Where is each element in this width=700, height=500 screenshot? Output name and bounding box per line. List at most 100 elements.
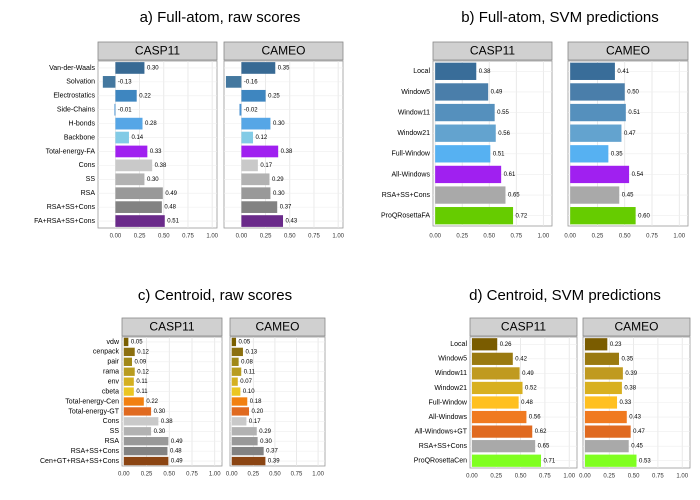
bar bbox=[570, 207, 636, 225]
bar bbox=[123, 427, 152, 436]
category-label: RSA+SS+Cons bbox=[419, 443, 468, 450]
facet-strip bbox=[469, 317, 578, 337]
value-label: 0.72 bbox=[516, 213, 528, 219]
bar bbox=[231, 407, 249, 416]
category-label: Window21 bbox=[434, 385, 467, 392]
value-label: 0.09 bbox=[135, 359, 147, 365]
category-label: Window5 bbox=[401, 89, 430, 96]
x-tick-label: 0.75 bbox=[510, 234, 522, 240]
bar bbox=[231, 367, 242, 376]
category-label: Van-der-Waals bbox=[49, 65, 95, 72]
x-tick-label: 1.00 bbox=[312, 472, 324, 478]
value-label: -0.13 bbox=[118, 79, 132, 85]
value-label: 0.49 bbox=[171, 459, 183, 465]
bar bbox=[115, 131, 129, 144]
bar bbox=[115, 117, 143, 130]
facet-label: CAMEO bbox=[606, 44, 650, 58]
value-label: 0.50 bbox=[627, 90, 639, 96]
value-label: 0.38 bbox=[624, 386, 636, 392]
bar bbox=[471, 352, 513, 365]
value-label: 0.38 bbox=[161, 419, 173, 425]
category-label: ProQRosettaCen bbox=[414, 458, 467, 465]
x-tick-label: 0.25 bbox=[141, 472, 153, 478]
bar bbox=[241, 159, 258, 172]
x-tick-label: 1.00 bbox=[332, 234, 344, 240]
bar bbox=[241, 131, 254, 144]
value-label: 0.07 bbox=[240, 379, 252, 385]
bar bbox=[241, 173, 270, 186]
bar bbox=[115, 145, 148, 158]
value-label: 0.61 bbox=[504, 172, 516, 178]
value-label: 0.39 bbox=[625, 371, 637, 377]
bar bbox=[570, 62, 615, 80]
bar bbox=[584, 338, 608, 351]
value-label: 0.45 bbox=[622, 193, 634, 199]
value-label: 0.25 bbox=[268, 93, 280, 99]
bar bbox=[584, 396, 618, 409]
bar bbox=[241, 62, 276, 74]
value-label: 0.17 bbox=[260, 163, 272, 169]
x-tick-label: 0.50 bbox=[619, 234, 631, 240]
bar bbox=[115, 173, 145, 186]
bar bbox=[241, 215, 284, 227]
value-label: 0.35 bbox=[611, 151, 623, 157]
value-label: 0.65 bbox=[538, 444, 550, 450]
bar bbox=[123, 347, 135, 357]
bar bbox=[584, 440, 629, 453]
value-label: 0.43 bbox=[286, 219, 298, 225]
x-tick-label: 0.00 bbox=[236, 234, 248, 240]
value-label: 0.12 bbox=[256, 135, 268, 141]
bar bbox=[123, 367, 135, 376]
bar bbox=[231, 337, 237, 347]
bar bbox=[435, 145, 491, 163]
bar bbox=[231, 417, 247, 426]
facet-panel bbox=[97, 60, 218, 229]
bar bbox=[231, 437, 258, 446]
x-tick-label: 0.50 bbox=[284, 234, 296, 240]
category-label: FA+RSA+SS+Cons bbox=[34, 218, 95, 225]
value-label: 0.56 bbox=[498, 131, 510, 137]
bar bbox=[115, 187, 163, 200]
x-tick-label: 0.75 bbox=[291, 472, 303, 478]
category-label: Window11 bbox=[435, 370, 467, 377]
bar bbox=[115, 215, 165, 227]
x-tick-label: 0.25 bbox=[603, 474, 615, 480]
category-label: Total-energy-FA bbox=[46, 148, 96, 155]
facet-label: CASP11 bbox=[501, 320, 546, 334]
facet-strip bbox=[223, 41, 344, 61]
bar bbox=[435, 62, 477, 80]
category-label: All-Windows+GT bbox=[415, 428, 468, 435]
category-label: vdw bbox=[107, 339, 120, 346]
value-label: 0.35 bbox=[278, 66, 290, 72]
value-label: 0.38 bbox=[281, 149, 293, 155]
category-label: SS bbox=[86, 176, 96, 183]
x-tick-label: 0.25 bbox=[456, 234, 468, 240]
bar bbox=[123, 437, 169, 446]
bar bbox=[123, 377, 134, 386]
category-label: Cen+GT+RSA+SS+Cons bbox=[40, 458, 119, 465]
category-label: SS bbox=[110, 428, 120, 435]
facet-label: CAMEO bbox=[261, 44, 305, 58]
bar bbox=[570, 186, 620, 204]
x-tick-label: 0.00 bbox=[466, 474, 478, 480]
value-label: 0.71 bbox=[544, 458, 556, 464]
category-label: RSA+SS+Cons bbox=[47, 204, 96, 211]
panel-title: c) Centroid, raw scores bbox=[138, 287, 292, 304]
bar bbox=[435, 103, 495, 122]
bar bbox=[471, 440, 536, 453]
x-tick-label: 0.00 bbox=[226, 472, 238, 478]
bar bbox=[471, 338, 498, 351]
x-tick-label: 1.00 bbox=[206, 234, 218, 240]
category-label: cenpack bbox=[93, 349, 120, 356]
bar bbox=[231, 387, 241, 396]
category-label: Cons bbox=[79, 162, 96, 169]
facet-label: CASP11 bbox=[470, 44, 515, 58]
category-label: Window5 bbox=[438, 356, 467, 363]
x-tick-label: 0.75 bbox=[182, 234, 194, 240]
x-tick-label: 1.00 bbox=[563, 474, 575, 480]
value-label: 0.49 bbox=[165, 191, 177, 197]
panel-title: b) Full-atom, SVM predictions bbox=[461, 9, 659, 26]
bar bbox=[102, 76, 116, 88]
value-label: 0.30 bbox=[147, 177, 159, 183]
value-label: 0.53 bbox=[639, 458, 651, 464]
